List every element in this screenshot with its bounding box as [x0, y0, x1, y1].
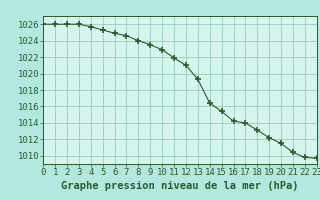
- X-axis label: Graphe pression niveau de la mer (hPa): Graphe pression niveau de la mer (hPa): [61, 181, 299, 191]
